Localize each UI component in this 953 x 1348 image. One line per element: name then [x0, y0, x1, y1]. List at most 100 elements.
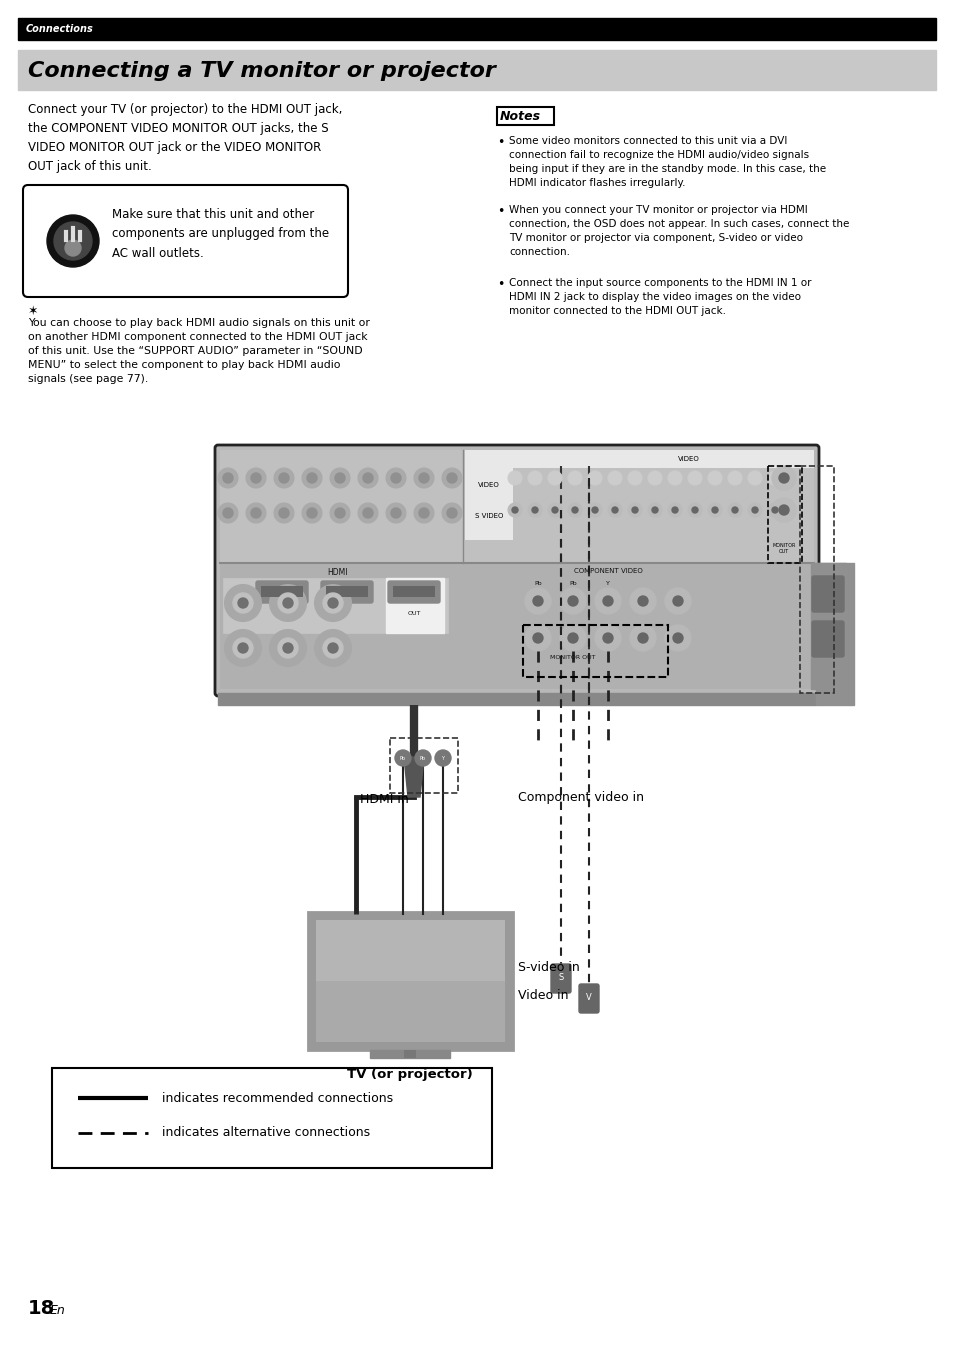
Bar — [390, 737, 457, 793]
Circle shape — [330, 468, 350, 488]
Circle shape — [65, 240, 81, 256]
Bar — [393, 586, 435, 597]
Circle shape — [691, 507, 698, 514]
FancyBboxPatch shape — [23, 185, 348, 297]
FancyBboxPatch shape — [320, 581, 373, 603]
Circle shape — [314, 630, 351, 666]
Bar — [52, 1068, 492, 1167]
Circle shape — [631, 507, 638, 514]
Circle shape — [441, 503, 461, 523]
Text: Connecting a TV monitor or projector: Connecting a TV monitor or projector — [28, 61, 496, 81]
Circle shape — [627, 470, 641, 485]
Circle shape — [278, 473, 289, 483]
Bar — [18, 50, 935, 90]
Circle shape — [527, 470, 541, 485]
Circle shape — [664, 625, 690, 651]
Circle shape — [363, 473, 373, 483]
Bar — [326, 586, 368, 597]
Text: •: • — [497, 136, 504, 150]
Text: S-video in: S-video in — [517, 961, 579, 975]
Circle shape — [283, 643, 293, 652]
Text: Pb: Pb — [534, 581, 541, 586]
Text: You can choose to play back HDMI audio signals on this unit or
on another HDMI c: You can choose to play back HDMI audio s… — [28, 318, 370, 384]
Bar — [218, 693, 815, 705]
Text: COMPONENT VIDEO: COMPONENT VIDEO — [573, 568, 641, 574]
Text: When you connect your TV monitor or projector via HDMI
connection, the OSD does : When you connect your TV monitor or proj… — [509, 205, 848, 257]
Circle shape — [441, 468, 461, 488]
Bar — [403, 1050, 416, 1058]
Circle shape — [771, 466, 795, 491]
Circle shape — [54, 222, 91, 260]
Circle shape — [323, 638, 343, 658]
Circle shape — [307, 473, 316, 483]
Circle shape — [47, 214, 99, 267]
Circle shape — [357, 468, 377, 488]
Circle shape — [330, 503, 350, 523]
Text: Some video monitors connected to this unit via a DVI
connection fail to recogniz: Some video monitors connected to this un… — [509, 136, 825, 189]
Circle shape — [533, 634, 542, 643]
Circle shape — [595, 625, 620, 651]
Circle shape — [391, 508, 400, 518]
Circle shape — [386, 503, 406, 523]
Circle shape — [647, 503, 661, 518]
Circle shape — [771, 507, 778, 514]
Circle shape — [727, 470, 741, 485]
Circle shape — [559, 588, 585, 613]
Circle shape — [278, 508, 289, 518]
Circle shape — [414, 503, 434, 523]
Text: MONITOR OUT: MONITOR OUT — [550, 655, 595, 661]
Circle shape — [225, 630, 261, 666]
Circle shape — [507, 470, 521, 485]
Text: Make sure that this unit and other
components are unplugged from the
AC wall out: Make sure that this unit and other compo… — [112, 208, 329, 260]
Circle shape — [552, 507, 558, 514]
Circle shape — [672, 634, 682, 643]
Circle shape — [237, 599, 248, 608]
Text: V: V — [585, 993, 591, 1003]
Circle shape — [274, 503, 294, 523]
Text: •: • — [497, 205, 504, 218]
Circle shape — [435, 749, 451, 766]
Circle shape — [595, 588, 620, 613]
Circle shape — [664, 588, 690, 613]
Circle shape — [711, 507, 718, 514]
Text: VIDEO: VIDEO — [477, 483, 499, 488]
Text: Connections: Connections — [26, 24, 93, 34]
Circle shape — [572, 507, 578, 514]
Circle shape — [251, 473, 261, 483]
Circle shape — [386, 468, 406, 488]
Circle shape — [307, 508, 316, 518]
Text: OUT: OUT — [407, 611, 420, 616]
Circle shape — [277, 638, 297, 658]
Bar — [220, 450, 813, 565]
Bar — [223, 578, 448, 634]
Text: Pb: Pb — [569, 581, 577, 586]
Circle shape — [270, 630, 306, 666]
FancyBboxPatch shape — [811, 576, 843, 612]
Circle shape — [567, 596, 578, 607]
Bar — [308, 913, 513, 1050]
Circle shape — [727, 503, 741, 518]
Circle shape — [233, 593, 253, 613]
Bar — [315, 919, 504, 1042]
Circle shape — [233, 638, 253, 658]
Bar — [386, 578, 443, 634]
Circle shape — [524, 588, 551, 613]
Circle shape — [587, 503, 601, 518]
Text: ✶: ✶ — [28, 305, 41, 318]
Circle shape — [418, 508, 429, 518]
Circle shape — [651, 507, 658, 514]
Circle shape — [314, 585, 351, 621]
Circle shape — [559, 625, 585, 651]
Circle shape — [323, 593, 343, 613]
Circle shape — [512, 507, 517, 514]
Bar — [315, 919, 504, 981]
Circle shape — [547, 470, 561, 485]
Text: Component video in: Component video in — [517, 791, 643, 803]
Circle shape — [363, 508, 373, 518]
Text: indicates alternative connections: indicates alternative connections — [162, 1127, 370, 1139]
Circle shape — [607, 503, 621, 518]
Text: Connect your TV (or projector) to the HDMI OUT jack,
the COMPONENT VIDEO MONITOR: Connect your TV (or projector) to the HD… — [28, 102, 342, 173]
Polygon shape — [403, 758, 423, 797]
FancyBboxPatch shape — [255, 581, 308, 603]
Circle shape — [524, 625, 551, 651]
